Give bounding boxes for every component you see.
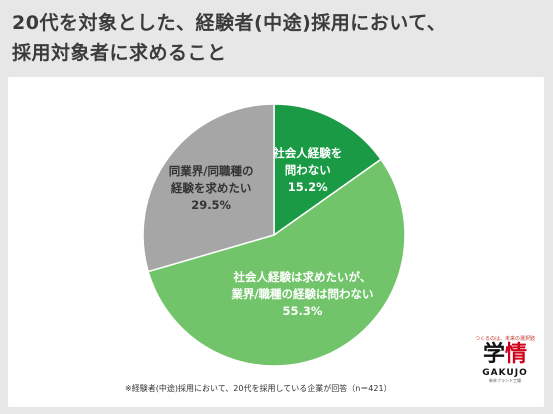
pie-value-3: 29.5% <box>191 198 231 212</box>
chart-title: 20代を対象とした、経験者(中途)採用において、 採用対象者に求めること <box>12 8 542 68</box>
pie-chart: 社会人経験を問わない 15.2% 社会人経験は求めたいが、業界/職種の経験は問わない… <box>142 103 406 367</box>
pie-slice-1 <box>273 103 382 237</box>
pie-label-line: 社会人経験を <box>272 146 342 160</box>
logo-subtext: 新卒ブランド工場 <box>489 378 521 383</box>
footnote: ※経験者(中途)採用において、20代を採用している企業が回答（n＝421） <box>125 384 392 393</box>
pie-label-line: 社会人経験は求めたいが、 <box>233 270 372 284</box>
pie-value-2: 55.3% <box>282 304 322 318</box>
pie-label-2: 社会人経験は求めたいが、業界/職種の経験は問わない 55.3% <box>230 270 373 318</box>
chart-title-line1: 20代を対象とした、経験者(中途)採用において、 <box>12 12 447 34</box>
pie-label-line: 問わない <box>285 163 331 177</box>
pie-value-1: 15.2% <box>288 180 328 194</box>
pie-label-line: 同業界/同職種の <box>169 164 254 178</box>
logo-brand: GAKUJO <box>482 368 528 378</box>
logo-mark-main: 学 <box>482 342 505 367</box>
pie-slice-3 <box>142 103 275 273</box>
pie-label-1: 社会人経験を問わない 15.2% <box>272 146 342 194</box>
chart-card: 社会人経験を問わない 15.2% 社会人経験は求めたいが、業界/職種の経験は問わない… <box>8 77 544 407</box>
pie-slice-2 <box>147 158 406 367</box>
logo-mark-accent: 情 <box>505 342 528 367</box>
pie-label-line: 経験を求めたい <box>171 181 252 195</box>
gakujo-logo: つくるのは、未来の選択肢 学情 GAKUJO 新卒ブランド工場 <box>474 335 536 384</box>
logo-tagline: つくるのは、未来の選択肢 <box>475 336 535 342</box>
logo-mark: 学情 <box>474 342 536 368</box>
pie-label-3: 同業界/同職種の経験を求めたい 29.5% <box>169 164 254 212</box>
pie-label-line: 業界/職種の経験は問わない <box>230 287 373 301</box>
chart-title-line2: 採用対象者に求めること <box>12 42 227 64</box>
